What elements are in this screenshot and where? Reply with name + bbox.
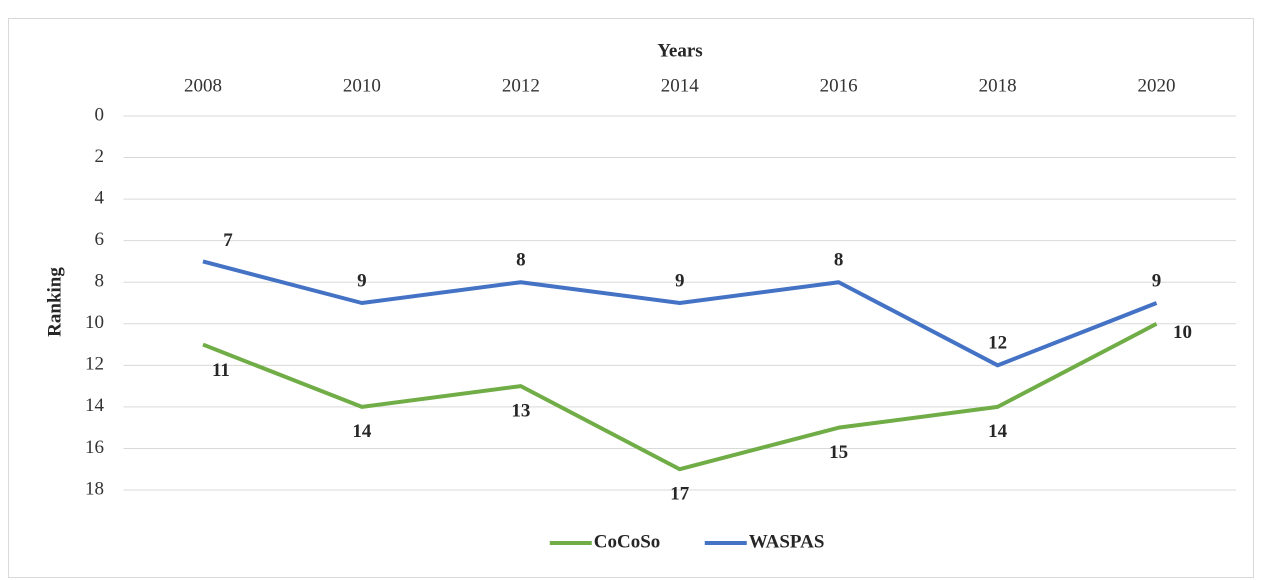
series-line: [202, 322, 1158, 472]
x-tick-label: 2020: [1138, 75, 1176, 96]
data-label: 14: [988, 421, 1008, 442]
y-tick-label: 12: [85, 354, 104, 375]
x-tick-label: 2012: [502, 75, 540, 96]
legend-label: CoCoSo: [594, 531, 661, 552]
data-label: 17: [670, 484, 690, 505]
y-tick-label: 16: [85, 437, 104, 458]
x-tick-label: 2016: [820, 75, 858, 96]
x-tick-label: 2014: [661, 75, 700, 96]
data-label: 15: [829, 442, 848, 463]
data-label: 9: [357, 270, 367, 291]
data-label: 7: [223, 230, 233, 251]
y-tick-label: 10: [85, 312, 104, 333]
legend-label: WASPAS: [749, 531, 825, 552]
y-tick-label: 0: [95, 104, 105, 125]
data-label: 8: [834, 250, 844, 271]
y-tick-label: 14: [85, 395, 105, 416]
y-tick-label: 6: [95, 229, 105, 250]
y-tick-label: 2: [95, 146, 105, 167]
series-line: [202, 259, 1158, 368]
y-tick-label: 4: [95, 187, 105, 208]
data-label: 12: [988, 333, 1007, 354]
data-label: 8: [516, 250, 526, 271]
y-tick-label: 8: [95, 271, 105, 292]
x-axis-title: Years: [657, 40, 702, 61]
data-label: 10: [1173, 322, 1192, 343]
y-tick-label: 18: [85, 478, 104, 499]
data-label: 11: [212, 360, 230, 381]
data-label: 9: [1152, 270, 1162, 291]
data-label: 9: [675, 270, 685, 291]
x-tick-label: 2018: [979, 75, 1017, 96]
data-label: 13: [511, 400, 530, 421]
x-tick-label: 2008: [184, 75, 222, 96]
y-axis-title: Ranking: [44, 267, 65, 337]
data-label: 14: [352, 421, 372, 442]
x-tick-label: 2010: [343, 75, 381, 96]
